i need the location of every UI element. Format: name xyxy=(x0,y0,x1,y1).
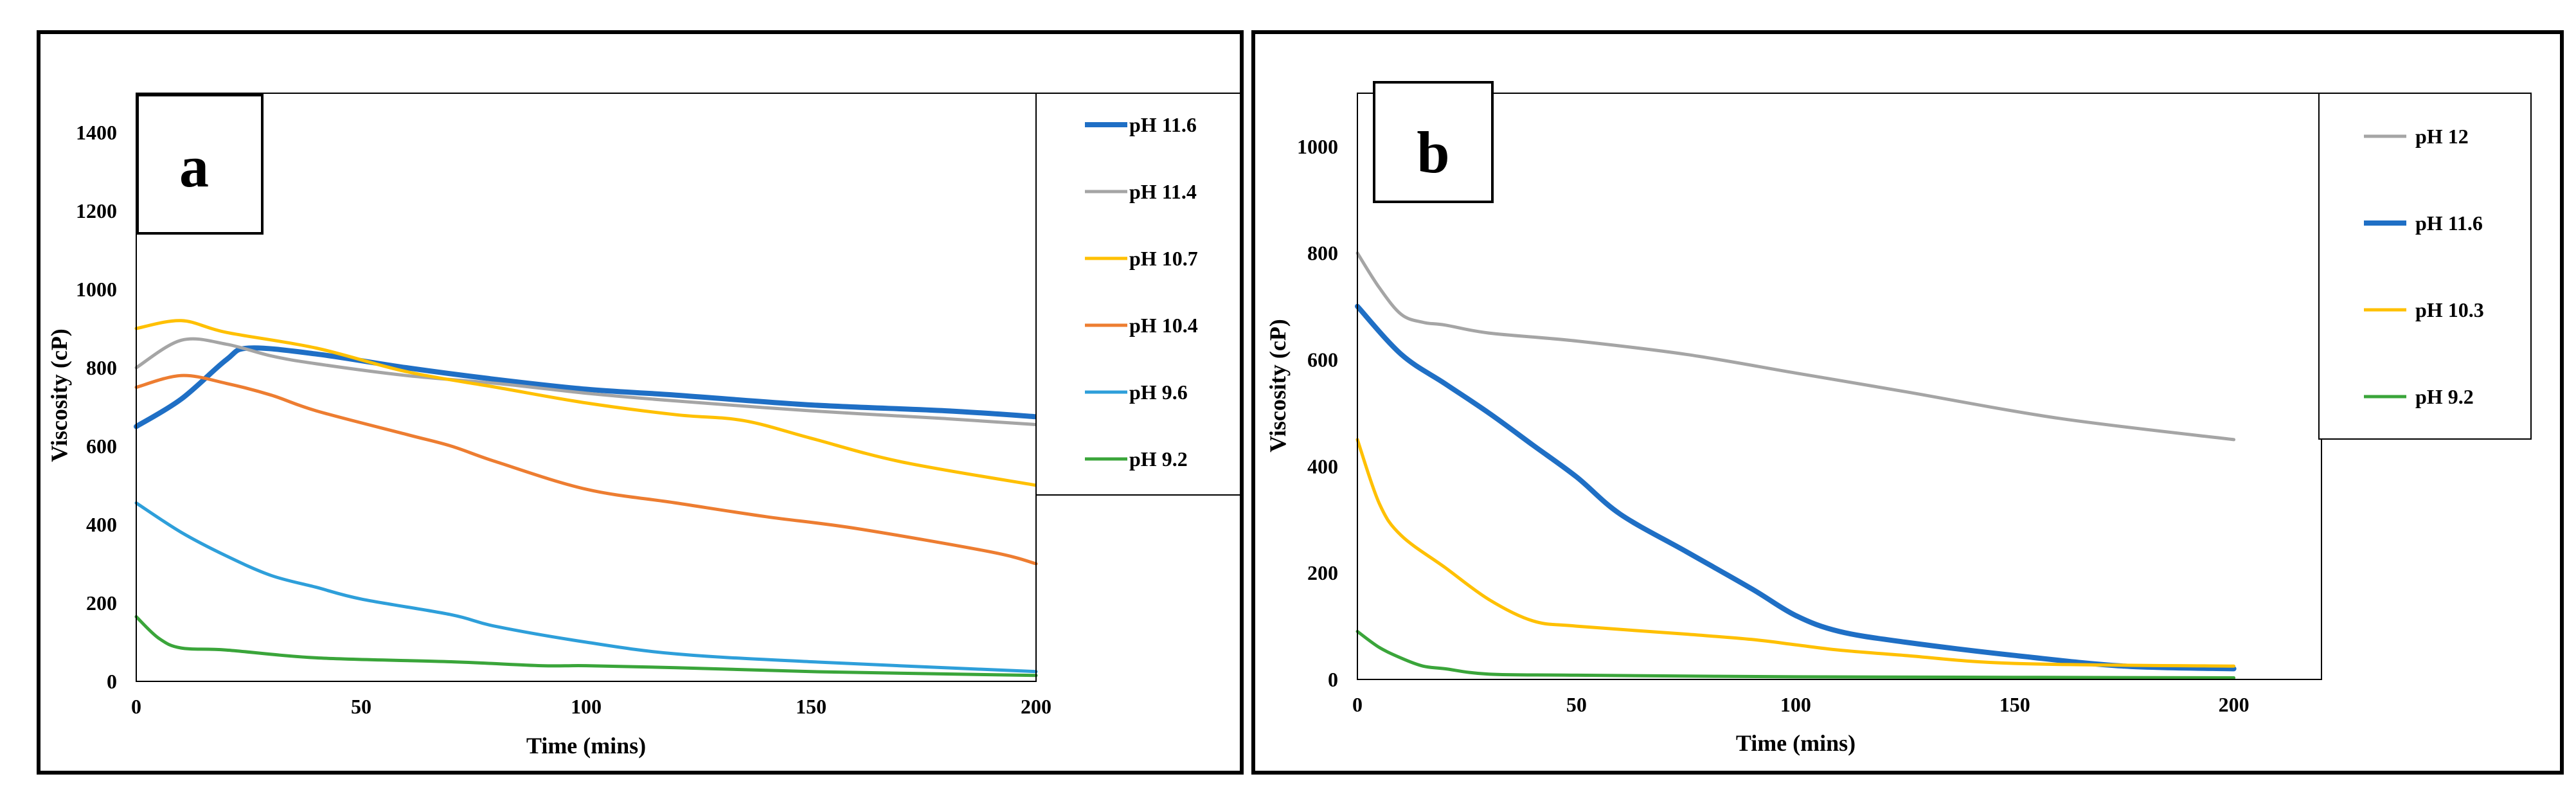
chart-a-y-tick-label: 0 xyxy=(107,670,117,693)
panel-a-label-box xyxy=(136,94,264,235)
legend-label: pH 9.2 xyxy=(1129,447,1188,471)
chart-a-x-tick-label: 50 xyxy=(351,695,371,718)
chart-a-xlabel: Time (mins) xyxy=(526,733,646,759)
chart-a-ylabel: Viscosity (cP) xyxy=(46,328,72,462)
panel-a-frame xyxy=(37,30,1244,775)
chart-b-y-tick-label: 800 xyxy=(1307,242,1338,265)
legend-label: pH 10.3 xyxy=(2415,298,2484,321)
chart-panel-a: pH 11.6 pH 11.4 pH 10.7 pH 10.4 pH 9.6 pH 9.2… xyxy=(46,93,1241,759)
chart-a-y-tick-label: 600 xyxy=(86,435,117,458)
chart-a-y-tick-label: 400 xyxy=(86,513,117,536)
legend-label: pH 9.2 xyxy=(2415,385,2474,408)
series-line-ph-10-3 xyxy=(1355,438,2236,668)
legend-label: pH 10.7 xyxy=(1129,247,1198,270)
panel-b-label: b xyxy=(1417,120,1449,185)
chart-b-plot-frame xyxy=(1357,93,2322,680)
chart-a-y-tick-label: 800 xyxy=(86,356,117,379)
chart-a-x-tick-label: 0 xyxy=(131,695,141,718)
chart-panel-b: pH 12 pH 11.6 pH 10.3 pH 9.2 0 200 400 600 800 1… xyxy=(1265,81,2532,756)
series-line-ph-9-6 xyxy=(134,501,1038,674)
series-line-ph-9-2 xyxy=(134,615,1038,678)
chart-b-x-tick-label: 0 xyxy=(1352,693,1363,716)
legend-label: pH 11.6 xyxy=(2415,211,2483,235)
chart-b-y-tick-label: 1000 xyxy=(1297,135,1338,158)
series-line-ph-11-6 xyxy=(134,345,1039,429)
panel-b-label-box xyxy=(1373,81,1494,203)
chart-a-y-tick-label: 1400 xyxy=(76,121,117,144)
series-line-ph-10-7 xyxy=(134,319,1038,487)
chart-a-x-tick-label: 150 xyxy=(796,695,827,718)
series-line-ph-9-2 xyxy=(1355,629,2236,679)
chart-a-x-tick-label: 100 xyxy=(571,695,602,718)
chart-a-y-tick-label: 1000 xyxy=(76,278,117,301)
legend-label: pH 9.6 xyxy=(1129,381,1188,404)
panel-b-frame xyxy=(1251,30,2564,775)
series-line-ph-10-4 xyxy=(134,373,1038,566)
chart-b-x-tick-label: 150 xyxy=(1999,693,2030,716)
chart-b-x-tick-label: 200 xyxy=(2219,693,2250,716)
chart-b-y-tick-label: 400 xyxy=(1307,454,1338,478)
chart-b-y-tick-label: 0 xyxy=(1328,668,1338,691)
chart-b-x-tick-label: 100 xyxy=(1780,693,1811,716)
series-line-ph-11-6 xyxy=(1355,303,2237,672)
legend-label: pH 11.6 xyxy=(1129,113,1197,136)
chart-a-x-tick-label: 200 xyxy=(1021,695,1051,718)
chart-b-y-tick-label: 600 xyxy=(1307,348,1338,372)
legend-label: pH 12 xyxy=(2415,125,2469,148)
chart-a-y-tick-label: 200 xyxy=(86,591,117,615)
panel-a-label: a xyxy=(179,134,209,199)
series-line-ph-11-4 xyxy=(134,337,1038,426)
legend-label: pH 11.4 xyxy=(1129,180,1197,203)
chart-b-xlabel: Time (mins) xyxy=(1736,730,1856,756)
chart-b-ylabel: Viscosity (cP) xyxy=(1265,319,1291,453)
chart-b-x-tick-label: 50 xyxy=(1566,693,1587,716)
chart-a-y-tick-label: 1200 xyxy=(76,199,117,222)
series-line-ph-12 xyxy=(1355,251,2236,442)
chart-b-legend-box xyxy=(2318,93,2532,440)
chart-a-legend-box xyxy=(1035,93,1241,496)
legend-label: pH 10.4 xyxy=(1129,314,1198,337)
chart-b-y-tick-label: 200 xyxy=(1307,561,1338,584)
